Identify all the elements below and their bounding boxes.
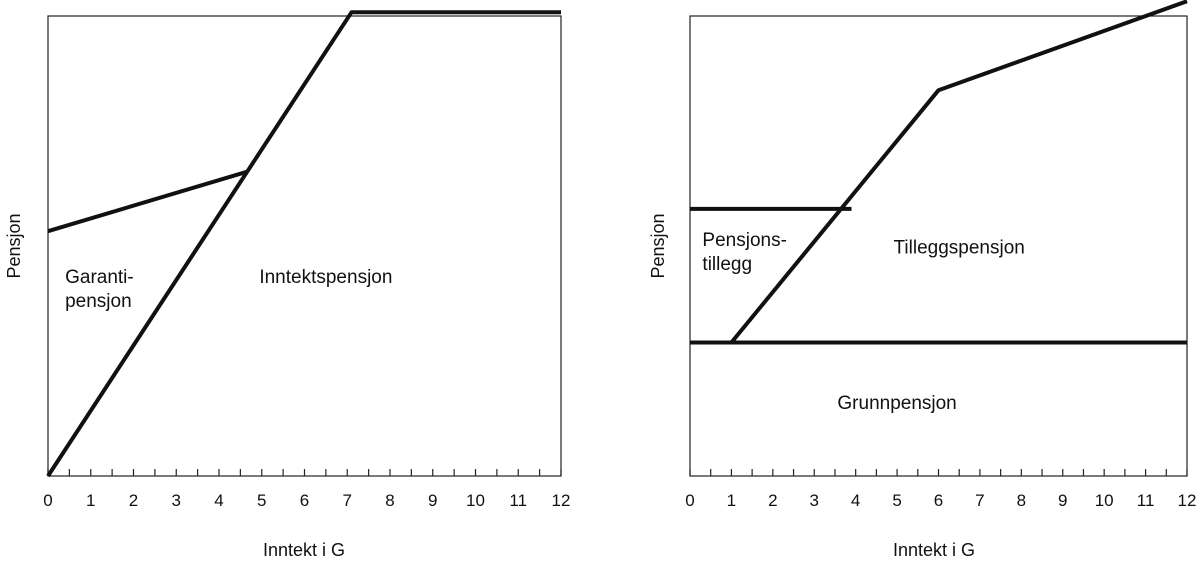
x-ticks-right (689, 469, 1188, 476)
x-tick-label: 1 (727, 491, 736, 510)
annotations-right: Pensjons-tillegg Tilleggspensjon Grunnpens… (702, 230, 1024, 414)
x-tick-label: 4 (851, 491, 860, 510)
x-tick-label: 5 (892, 491, 901, 510)
x-tick-label: 7 (975, 491, 984, 510)
x-tick-label: 5 (257, 491, 266, 510)
x-tick-label: 11 (1137, 491, 1155, 510)
area-label: Inntektspensjon (259, 267, 392, 288)
x-tick-label: 7 (343, 491, 352, 510)
x-tick-label: 3 (810, 491, 819, 510)
x-tick-label: 6 (300, 491, 309, 510)
chart-right: 0 1 2 3 4 5 6 7 8 9 10 11 12 Pensjons-tilleggTillegg… (648, 0, 1196, 560)
x-axis-label-right: Inntekt i G (893, 540, 975, 560)
x-tick-label: 8 (385, 491, 394, 510)
series-line-1 (46, 10, 561, 478)
area-label: Grunnpensjon (837, 393, 956, 414)
x-tick-label: 12 (1178, 491, 1197, 510)
x-tick-labels-left: 0 1 2 3 4 5 6 7 8 9 10 11 12 (43, 491, 570, 510)
x-tick-label: 4 (214, 491, 223, 510)
x-tick-label: 2 (768, 491, 777, 510)
x-tick-label: 11 (509, 491, 527, 510)
x-ticks-left (47, 469, 562, 476)
area-label: Pensjons-tillegg (702, 230, 787, 275)
x-tick-label: 0 (685, 491, 694, 510)
series-line-0 (47, 169, 248, 234)
annotations-left: Garanti-pensjon Inntektspensjon (65, 267, 392, 312)
x-tick-label: 9 (1058, 491, 1067, 510)
x-tick-label: 6 (934, 491, 943, 510)
x-tick-label: 10 (466, 491, 485, 510)
x-tick-label: 10 (1095, 491, 1114, 510)
x-tick-label: 8 (1017, 491, 1026, 510)
y-axis-label-left: Pensjon (4, 213, 24, 278)
x-axis-label-left: Inntekt i G (263, 540, 345, 560)
x-tick-label: 2 (129, 491, 138, 510)
x-tick-label: 9 (428, 491, 437, 510)
y-axis-label-right: Pensjon (648, 213, 668, 278)
series-left (46, 10, 561, 478)
x-tick-label: 1 (86, 491, 95, 510)
area-label: Garanti-pensjon (65, 267, 134, 312)
x-tick-labels-right: 0 1 2 3 4 5 6 7 8 9 10 11 12 (685, 491, 1196, 510)
chart-left: 0 1 2 3 4 5 6 7 8 9 10 11 12 Garanti-pensjonInntekts… (4, 10, 570, 560)
x-tick-label: 0 (43, 491, 52, 510)
series-right (690, 0, 1188, 345)
series-line-2 (729, 0, 1188, 344)
area-label: Tilleggspensjon (894, 237, 1025, 258)
x-tick-label: 3 (172, 491, 181, 510)
x-tick-label: 12 (552, 491, 571, 510)
